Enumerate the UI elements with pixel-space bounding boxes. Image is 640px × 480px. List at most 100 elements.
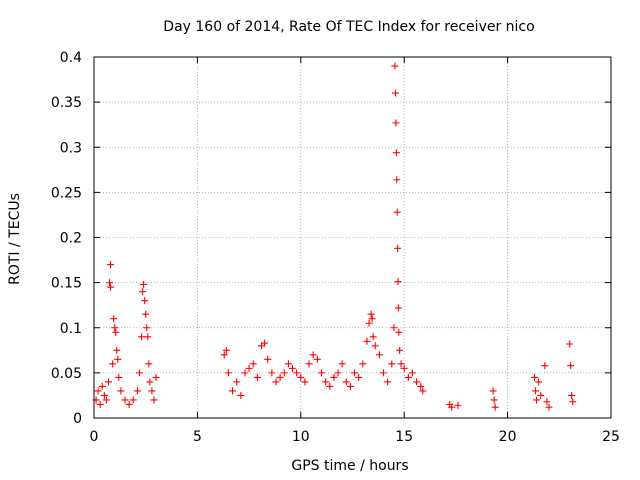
data-point <box>408 369 416 377</box>
data-point <box>112 328 120 336</box>
data-point <box>111 324 119 332</box>
data-point <box>261 339 269 347</box>
data-point <box>391 62 399 70</box>
data-point <box>330 373 338 381</box>
data-point <box>241 369 249 377</box>
x-tick-label: 10 <box>292 429 310 445</box>
data-point <box>284 360 292 368</box>
chart-title: Day 160 of 2014, Rate Of TEC Index for r… <box>163 19 534 35</box>
data-point <box>342 378 350 386</box>
data-point <box>491 403 499 411</box>
data-point <box>141 297 149 305</box>
data-point <box>138 333 146 341</box>
data-point <box>96 400 104 408</box>
data-point <box>146 378 154 386</box>
data-point <box>222 346 230 354</box>
data-point <box>98 382 106 390</box>
data-point <box>392 149 400 157</box>
data-point <box>392 89 400 97</box>
data-point <box>245 364 253 372</box>
data-point <box>569 398 577 406</box>
data-point <box>413 378 421 386</box>
data-point <box>233 378 241 386</box>
data-point <box>104 378 112 386</box>
data-point <box>220 351 228 359</box>
data-points <box>92 62 577 411</box>
data-point <box>301 378 309 386</box>
data-point <box>109 360 117 368</box>
data-point <box>541 362 549 370</box>
data-point <box>532 387 540 395</box>
data-point <box>375 351 383 359</box>
data-point <box>490 396 498 404</box>
data-point <box>384 378 392 386</box>
x-tick-label: 20 <box>499 429 517 445</box>
y-tick-label: 0.3 <box>60 140 82 156</box>
data-point <box>114 355 122 363</box>
y-tick-label: 0.1 <box>60 321 82 337</box>
plot-frame <box>93 56 612 419</box>
data-point <box>317 369 325 377</box>
y-tick-label: 0.15 <box>51 276 82 292</box>
data-point <box>400 364 408 372</box>
data-point <box>293 369 301 377</box>
data-point <box>351 369 359 377</box>
x-axis-title: GPS time / hours <box>291 458 408 474</box>
data-point <box>535 378 543 386</box>
data-point <box>545 403 553 411</box>
data-point <box>152 373 160 381</box>
data-point <box>417 382 425 390</box>
data-point <box>140 280 148 288</box>
x-tick-label: 15 <box>395 429 413 445</box>
data-point <box>380 369 388 377</box>
data-point <box>125 400 133 408</box>
data-point <box>107 261 115 269</box>
data-point <box>533 396 541 404</box>
data-point <box>392 119 400 127</box>
data-point <box>359 360 367 368</box>
x-tick-label: 0 <box>90 429 99 445</box>
data-point <box>237 391 245 399</box>
data-point <box>454 401 462 409</box>
data-point <box>369 333 377 341</box>
y-tick-label: 0.05 <box>51 366 82 382</box>
y-tick-label: 0.2 <box>60 231 82 247</box>
data-point <box>297 373 305 381</box>
data-point <box>117 387 125 395</box>
data-point <box>113 346 121 354</box>
data-point <box>121 396 129 404</box>
data-point <box>110 315 118 323</box>
data-point <box>133 387 141 395</box>
y-tick-label: 0.35 <box>51 95 82 111</box>
y-tick-label: 0.4 <box>60 50 82 66</box>
data-point <box>395 328 403 336</box>
data-point <box>229 387 237 395</box>
data-point <box>390 324 398 332</box>
data-point <box>393 208 401 216</box>
data-point <box>419 387 427 395</box>
data-point <box>397 360 405 368</box>
x-tick-label: 5 <box>193 429 202 445</box>
data-point <box>448 403 456 411</box>
y-tick-label: 0 <box>73 411 82 427</box>
data-point <box>371 342 379 350</box>
data-point <box>334 369 342 377</box>
data-point <box>567 362 575 370</box>
data-point <box>107 283 115 291</box>
data-point <box>537 391 545 399</box>
data-point <box>135 369 143 377</box>
data-point <box>143 324 151 332</box>
data-point <box>102 396 110 404</box>
data-point <box>388 360 396 368</box>
data-point <box>139 288 147 296</box>
data-point <box>305 360 313 368</box>
data-point <box>150 396 158 404</box>
data-point <box>322 378 330 386</box>
data-point <box>338 360 346 368</box>
data-point <box>368 315 376 323</box>
data-point <box>142 310 150 318</box>
data-point <box>363 337 371 345</box>
data-point <box>530 373 538 381</box>
data-point <box>367 310 375 318</box>
data-point <box>280 369 288 377</box>
